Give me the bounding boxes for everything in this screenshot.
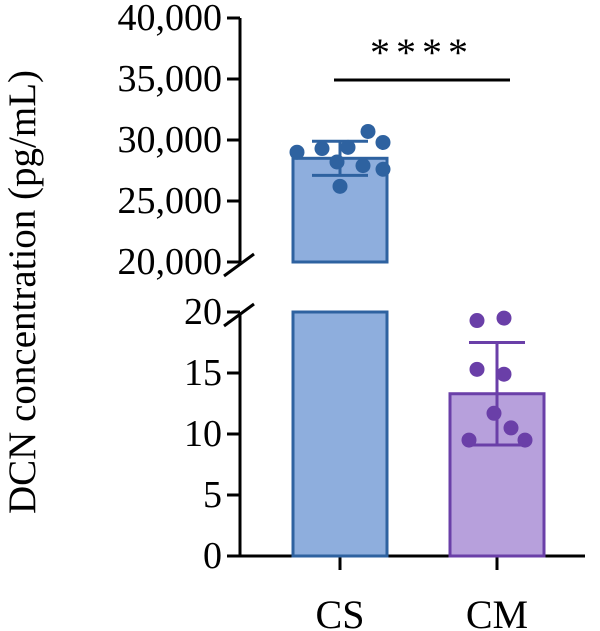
y-tick-label: 20	[184, 291, 222, 333]
y-tick-label: 35,000	[118, 58, 223, 100]
bar-cs-lower	[291, 310, 389, 558]
data-point-cm	[469, 361, 485, 377]
significance-label: ****	[370, 30, 474, 75]
data-point-cs	[329, 154, 345, 170]
y-tick-label: 5	[203, 474, 222, 516]
data-point-cs	[375, 134, 391, 150]
tick-labels: 20,000 25,000 30,000 35,000 40,000 0 5 10 15 20	[118, 0, 223, 577]
axis-break-mark	[223, 302, 255, 328]
y-tick-label: 40,000	[118, 0, 223, 39]
data-point-cs	[289, 144, 305, 160]
data-point-cm	[486, 405, 502, 421]
data-point-cm	[461, 432, 477, 448]
data-point-cs	[375, 161, 391, 177]
data-point-cm	[496, 366, 512, 382]
data-point-cs	[355, 158, 371, 174]
category-labels: CS CM	[316, 592, 529, 631]
data-point-cs	[314, 141, 330, 157]
category-label-cs: CS	[316, 592, 365, 631]
data-point-cs	[332, 178, 348, 194]
bars	[291, 156, 546, 558]
y-tick-label: 10	[184, 413, 222, 455]
data-point-cm	[469, 313, 485, 329]
y-tick-label: 15	[184, 352, 222, 394]
y-axis-label: DCN concentration (pg/mL)	[1, 70, 44, 514]
data-point-cm	[503, 420, 519, 436]
data-point-cs	[360, 123, 376, 139]
y-tick-label: 25,000	[118, 180, 223, 222]
data-points	[289, 123, 533, 448]
data-point-cm	[496, 310, 512, 326]
y-tick-label: 0	[203, 535, 222, 577]
y-tick-label: 30,000	[118, 119, 223, 161]
data-point-cs	[340, 139, 356, 155]
category-label-cm: CM	[466, 592, 528, 631]
data-point-cm	[517, 432, 533, 448]
axis-break-mark	[223, 252, 255, 278]
bar-cm	[448, 392, 546, 558]
y-tick-label: 20,000	[118, 241, 223, 283]
significance-annotation: ****	[334, 30, 510, 82]
